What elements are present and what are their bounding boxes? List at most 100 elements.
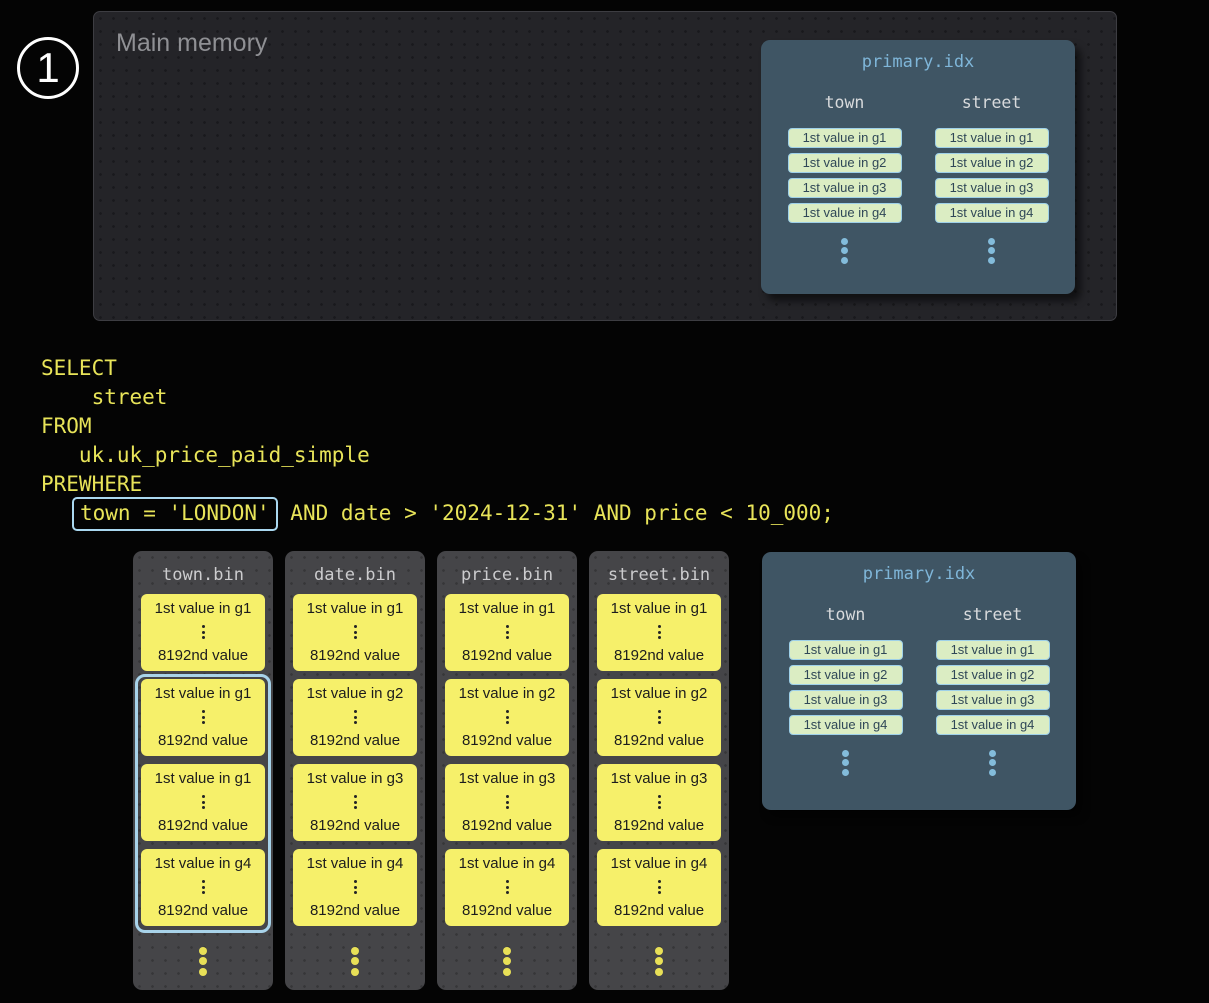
granule-first-value: 1st value in g1: [154, 770, 252, 787]
index-entry-chip: 1st value in g2: [787, 152, 902, 173]
main-memory-box: Main memory primary.idx town 1st value i…: [93, 11, 1117, 321]
sql-query: SELECT street FROM uk.uk_price_paid_simp…: [41, 354, 834, 531]
prewhere-remaining-conditions: AND date > '2024-12-31' AND price < 10_0…: [277, 501, 834, 525]
column-header-street: street: [961, 93, 1022, 112]
granule-last-value: 8192nd value: [461, 817, 553, 834]
granule-first-value: 1st value in g2: [458, 685, 556, 702]
primary-idx-panel-memory: primary.idx town 1st value in g1 1st valu…: [761, 40, 1075, 294]
granule-block: 1st value in g2 8192nd value: [293, 679, 417, 756]
sql-line-table: uk.uk_price_paid_simple: [41, 443, 370, 467]
granule-last-value: 8192nd value: [157, 817, 249, 834]
granule-first-value: 1st value in g1: [610, 600, 708, 617]
granule-first-value: 1st value in g1: [154, 600, 252, 617]
step-number: 1: [36, 44, 60, 91]
granule-last-value: 8192nd value: [461, 732, 553, 749]
sql-prewhere-condition-line: town = 'LONDON' AND date > '2024-12-31' …: [41, 496, 834, 531]
granule-last-value: 8192nd value: [157, 902, 249, 919]
granule-block: 1st value in g4 8192nd value: [597, 849, 721, 926]
granule-block: 1st value in g1 8192nd value: [141, 764, 265, 841]
index-entry-chip: 1st value in g1: [935, 639, 1050, 660]
index-entry-chip: 1st value in g4: [787, 202, 902, 223]
vertical-ellipsis-icon: [353, 623, 357, 642]
index-entry-chip: 1st value in g1: [934, 127, 1049, 148]
granule-block: 1st value in g2 8192nd value: [445, 679, 569, 756]
granule-last-value: 8192nd value: [309, 902, 401, 919]
bin-file-title: date.bin: [314, 565, 396, 585]
column-header-town: town: [824, 93, 865, 112]
vertical-ellipsis-icon: [353, 793, 357, 812]
granule-block: 1st value in g1 8192nd value: [141, 679, 265, 756]
column-header-street: street: [962, 605, 1023, 624]
index-entries-street: 1st value in g1 1st value in g2 1st value …: [934, 125, 1049, 225]
vertical-ellipsis-icon: [201, 793, 205, 812]
granule-last-value: 8192nd value: [309, 732, 401, 749]
index-entry-chip: 1st value in g1: [787, 127, 902, 148]
granule-last-value: 8192nd value: [309, 817, 401, 834]
index-entries-town: 1st value in g1 1st value in g2 1st value …: [788, 637, 903, 737]
index-entry-chip: 1st value in g3: [934, 177, 1049, 198]
granule-first-value: 1st value in g4: [458, 855, 556, 872]
index-entry-chip: 1st value in g3: [787, 177, 902, 198]
vertical-ellipsis-icon: [201, 878, 205, 897]
granule-last-value: 8192nd value: [157, 647, 249, 664]
index-column-town: town 1st value in g1 1st value in g2 1st v…: [771, 93, 918, 266]
granule-last-value: 8192nd value: [613, 647, 705, 664]
vertical-ellipsis-icon: [505, 793, 509, 812]
sql-line-select: SELECT: [41, 356, 117, 380]
bin-file-price: price.bin 1st value in g1 8192nd value 1…: [437, 551, 577, 990]
more-granules-ellipsis-icon: [589, 944, 729, 978]
main-memory-title: Main memory: [116, 29, 268, 57]
sql-line-street: street: [41, 385, 168, 409]
granule-first-value: 1st value in g3: [458, 770, 556, 787]
bin-file-street: street.bin 1st value in g1 8192nd value …: [589, 551, 729, 990]
bin-file-title: town.bin: [162, 565, 244, 585]
granule-blocks: 1st value in g1 8192nd value 1st value i…: [141, 594, 265, 926]
index-entry-chip: 1st value in g2: [934, 152, 1049, 173]
vertical-ellipsis-icon: [505, 878, 509, 897]
prewhere-town-highlight: town = 'LONDON': [72, 496, 278, 531]
vertical-ellipsis-icon: [353, 878, 357, 897]
granule-blocks: 1st value in g1 8192nd value 1st value i…: [597, 594, 721, 926]
granule-last-value: 8192nd value: [613, 817, 705, 834]
granule-last-value: 8192nd value: [461, 647, 553, 664]
sql-line-prewhere: PREWHERE: [41, 472, 143, 496]
vertical-ellipsis-icon: [657, 623, 661, 642]
index-entry-chip: 1st value in g2: [788, 664, 903, 685]
index-entry-chip: 1st value in g2: [935, 664, 1050, 685]
granule-block: 1st value in g4 8192nd value: [445, 849, 569, 926]
granule-first-value: 1st value in g2: [610, 685, 708, 702]
more-entries-ellipsis-icon: [989, 747, 996, 778]
vertical-ellipsis-icon: [657, 878, 661, 897]
granule-first-value: 1st value in g4: [610, 855, 708, 872]
index-entry-chip: 1st value in g4: [788, 714, 903, 735]
granule-block: 1st value in g1 8192nd value: [445, 594, 569, 671]
granule-block: 1st value in g2 8192nd value: [597, 679, 721, 756]
index-column-street: street 1st value in g1 1st value in g2 1st…: [919, 605, 1066, 778]
granule-first-value: 1st value in g1: [306, 600, 404, 617]
more-entries-ellipsis-icon: [988, 235, 995, 266]
index-column-street: street 1st value in g1 1st value in g2 1st…: [918, 93, 1065, 266]
primary-idx-panel-disk: primary.idx town 1st value in g1 1st valu…: [762, 552, 1076, 810]
more-granules-ellipsis-icon: [437, 944, 577, 978]
granule-last-value: 8192nd value: [613, 902, 705, 919]
vertical-ellipsis-icon: [201, 708, 205, 727]
granule-blocks: 1st value in g1 8192nd value 1st value i…: [293, 594, 417, 926]
more-entries-ellipsis-icon: [841, 235, 848, 266]
more-entries-ellipsis-icon: [842, 747, 849, 778]
granule-block: 1st value in g3 8192nd value: [597, 764, 721, 841]
vertical-ellipsis-icon: [505, 623, 509, 642]
index-entries-street: 1st value in g1 1st value in g2 1st value …: [935, 637, 1050, 737]
column-header-town: town: [825, 605, 866, 624]
granule-block: 1st value in g4 8192nd value: [141, 849, 265, 926]
granule-blocks: 1st value in g1 8192nd value 1st value i…: [445, 594, 569, 926]
granule-block: 1st value in g1 8192nd value: [293, 594, 417, 671]
sql-line-from: FROM: [41, 414, 92, 438]
primary-idx-title: primary.idx: [862, 564, 976, 584]
granule-last-value: 8192nd value: [157, 732, 249, 749]
step-1-badge: 1: [17, 37, 79, 99]
bin-file-title: street.bin: [607, 565, 711, 585]
granule-first-value: 1st value in g4: [154, 855, 252, 872]
bin-file-date: date.bin 1st value in g1 8192nd value 1s…: [285, 551, 425, 990]
granule-first-value: 1st value in g4: [306, 855, 404, 872]
